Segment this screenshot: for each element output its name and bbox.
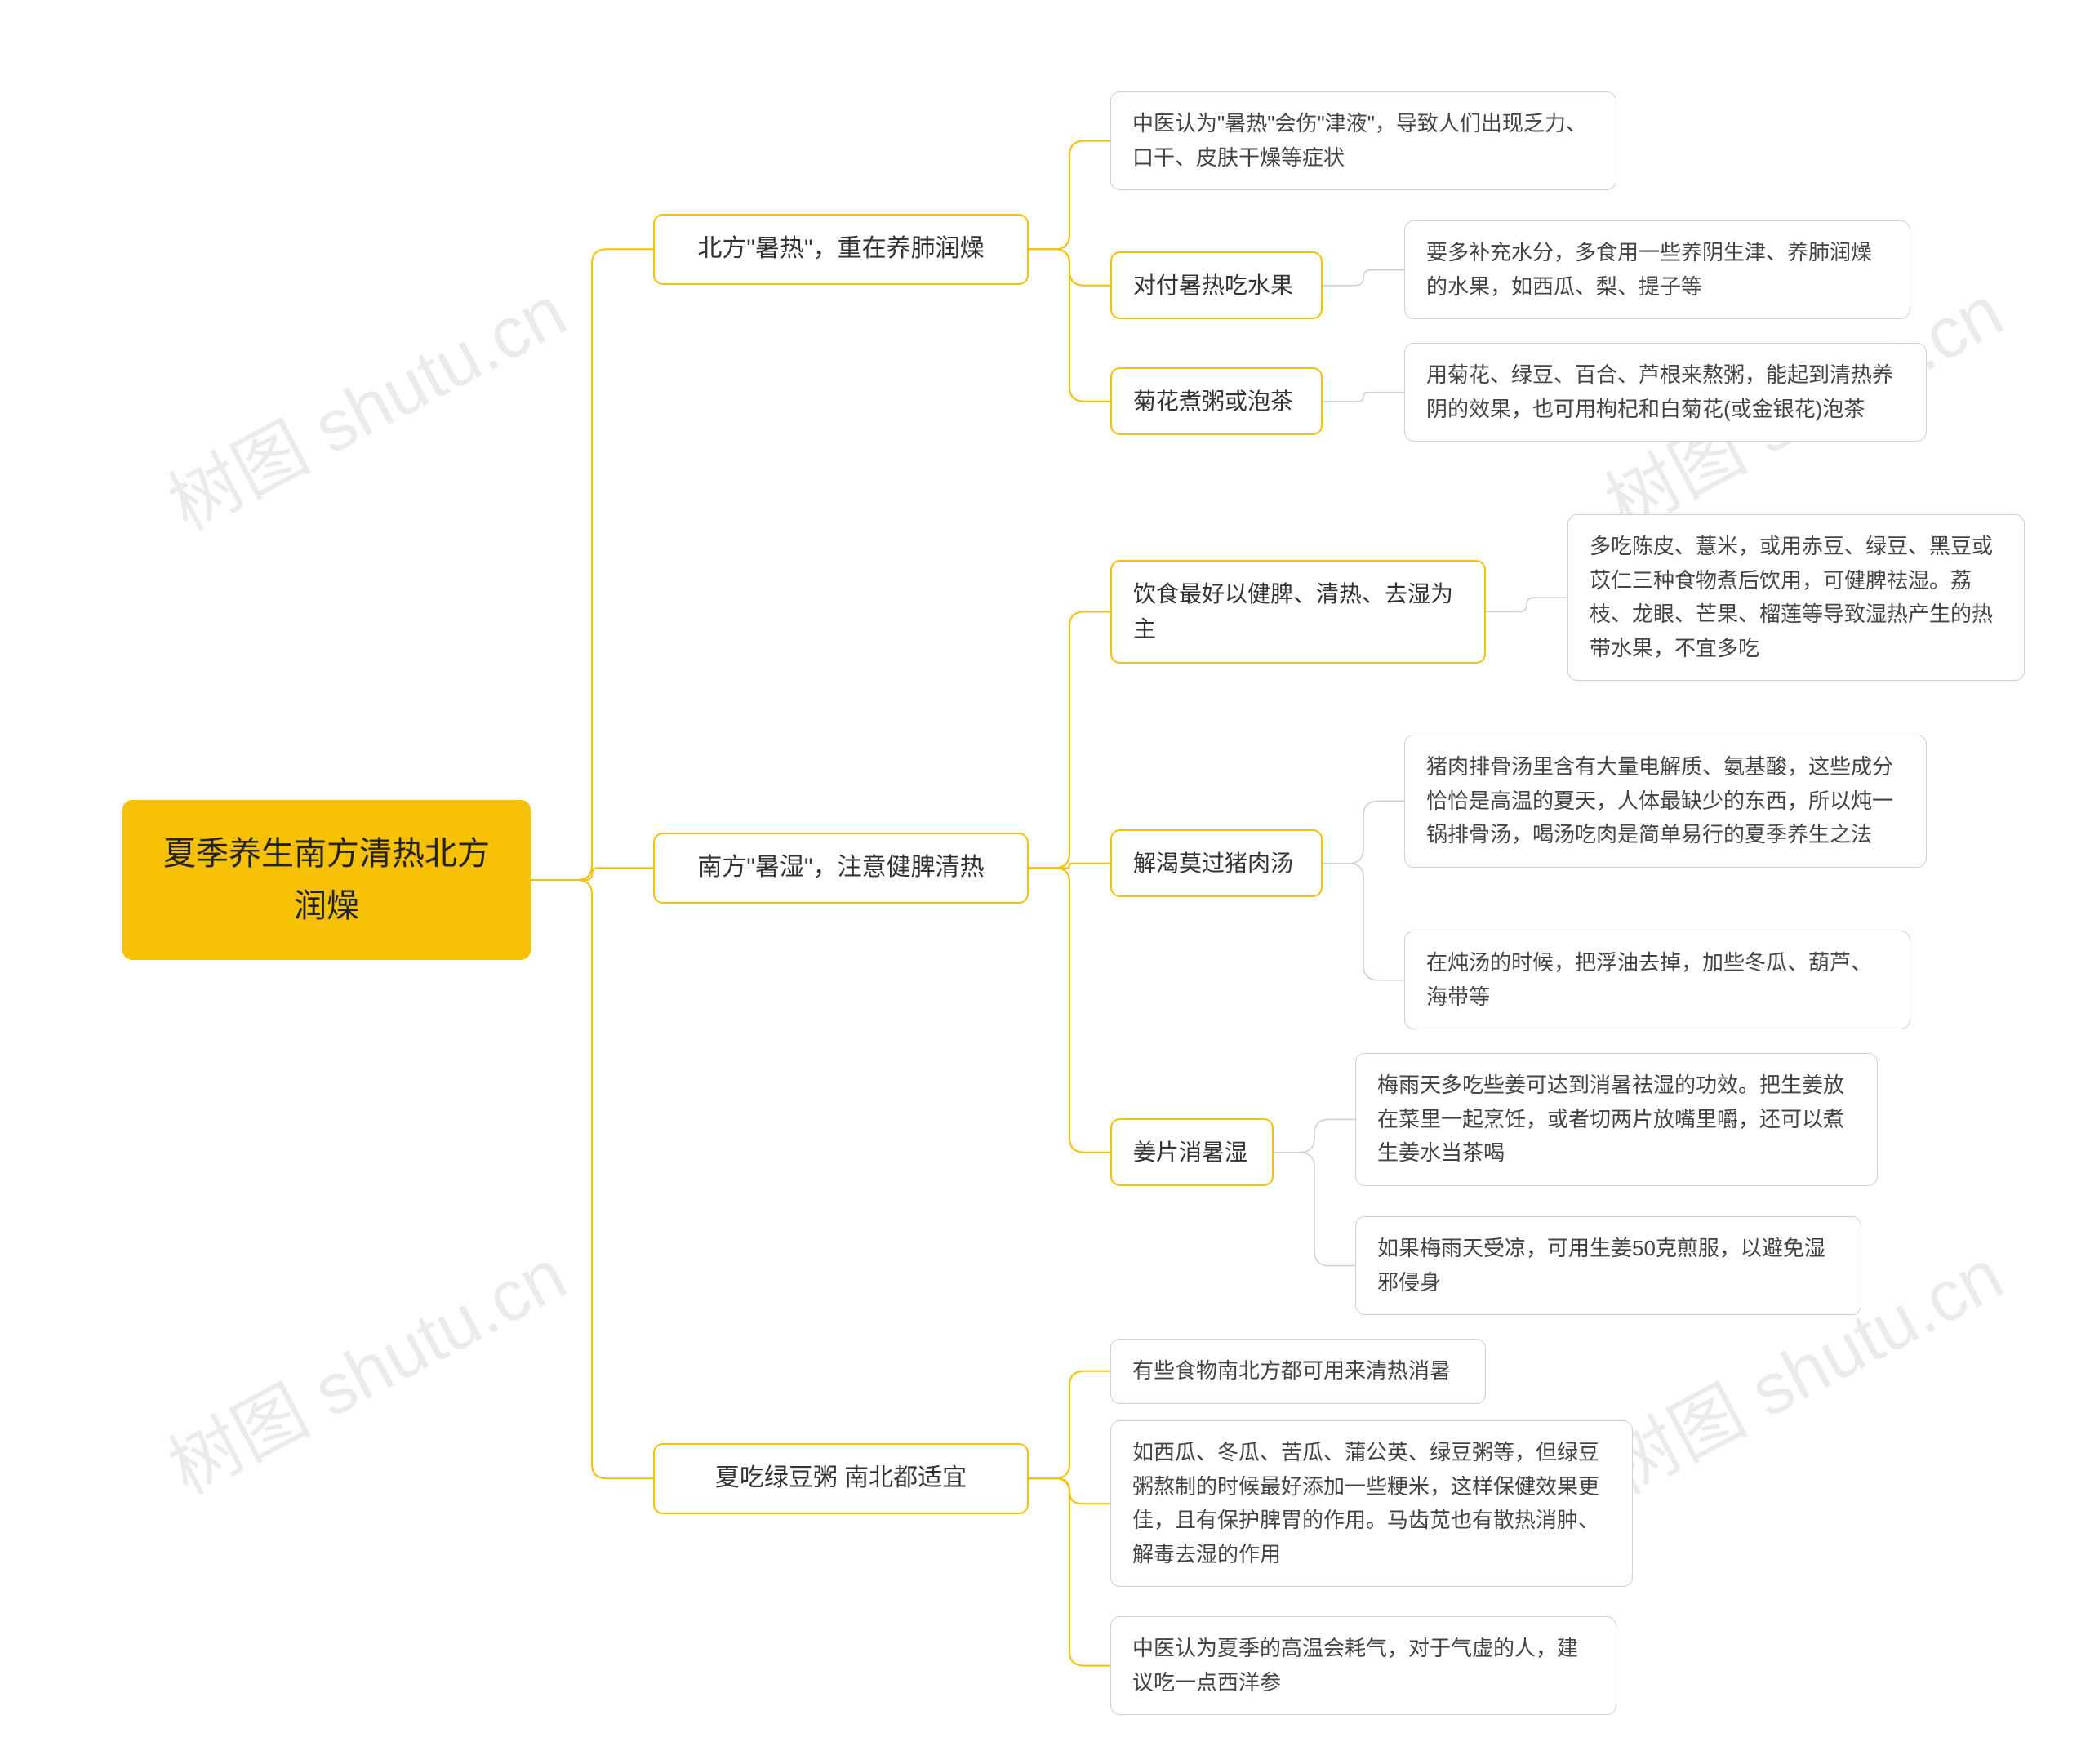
connector (1029, 249, 1110, 285)
leaf-mungbean-1[interactable]: 有些食物南北方都可用来清热消暑 (1110, 1339, 1486, 1404)
sub-south-soup[interactable]: 解渴莫过猪肉汤 (1110, 829, 1323, 897)
leaf-mungbean-2[interactable]: 如西瓜、冬瓜、苦瓜、蒲公英、绿豆粥等，但绿豆粥熬制的时候最好添加一些粳米，这样保… (1110, 1420, 1633, 1587)
connector (1029, 1478, 1110, 1504)
leaf-north-fruit-detail[interactable]: 要多补充水分，多食用一些养阴生津、养肺润燥的水果，如西瓜、梨、提子等 (1404, 220, 1910, 319)
watermark: 树图 shutu.cn (148, 1218, 580, 1513)
leaf-south-soup-2[interactable]: 在炖汤的时候，把浮油去掉，加些冬瓜、葫芦、海带等 (1404, 931, 1910, 1029)
connector (1029, 141, 1110, 250)
connector (531, 249, 653, 880)
connector (1323, 801, 1404, 863)
connector (1029, 864, 1110, 869)
connector (1029, 611, 1110, 868)
leaf-south-ginger-2[interactable]: 如果梅雨天受凉，可用生姜50克煎服，以避免湿邪侵身 (1355, 1216, 1861, 1315)
leaf-south-soup-1[interactable]: 猪肉排骨汤里含有大量电解质、氨基酸，这些成分恰恰是高温的夏天，人体最缺少的东西，… (1404, 735, 1927, 868)
sub-south-ginger[interactable]: 姜片消暑湿 (1110, 1118, 1274, 1186)
leaf-mungbean-3[interactable]: 中医认为夏季的高温会耗气，对于气虚的人，建议吃一点西洋参 (1110, 1616, 1616, 1715)
leaf-north-juhua-detail[interactable]: 用菊花、绿豆、百合、芦根来熬粥，能起到清热养阴的效果，也可用枸杞和白菊花(或金银… (1404, 343, 1927, 442)
branch-mungbean[interactable]: 夏吃绿豆粥 南北都适宜 (653, 1443, 1029, 1514)
sub-north-juhua[interactable]: 菊花煮粥或泡茶 (1110, 367, 1323, 435)
connector (1029, 249, 1110, 401)
branch-south-damp[interactable]: 南方"暑湿"，注意健脾清热 (653, 833, 1029, 904)
connector (1323, 393, 1404, 402)
leaf-south-ginger-1[interactable]: 梅雨天多吃些姜可达到消暑祛湿的功效。把生姜放在菜里一起烹饪，或者切两片放嘴里嚼，… (1355, 1053, 1878, 1186)
connector (1029, 1478, 1110, 1665)
connector (1486, 598, 1568, 611)
leaf-north-jinye[interactable]: 中医认为"暑热"会伤"津液"，导致人们出现乏力、口干、皮肤干燥等症状 (1110, 91, 1616, 190)
sub-south-diet[interactable]: 饮食最好以健脾、清热、去湿为主 (1110, 560, 1486, 664)
connector (531, 880, 653, 1478)
connector (1274, 1119, 1355, 1152)
watermark: 树图 shutu.cn (148, 255, 580, 550)
mindmap-root[interactable]: 夏季养生南方清热北方润燥 (122, 800, 531, 960)
branch-north-heat[interactable]: 北方"暑热"，重在养肺润燥 (653, 214, 1029, 285)
connector (1323, 270, 1404, 286)
sub-north-fruit[interactable]: 对付暑热吃水果 (1110, 251, 1323, 319)
connector (531, 868, 653, 880)
connector (1029, 868, 1110, 1152)
leaf-south-diet-detail[interactable]: 多吃陈皮、薏米，或用赤豆、绿豆、黑豆或苡仁三种食物煮后饮用，可健脾祛湿。荔枝、龙… (1568, 514, 2025, 681)
connector (1029, 1371, 1110, 1478)
connector (1323, 864, 1404, 980)
connector (1274, 1153, 1355, 1266)
